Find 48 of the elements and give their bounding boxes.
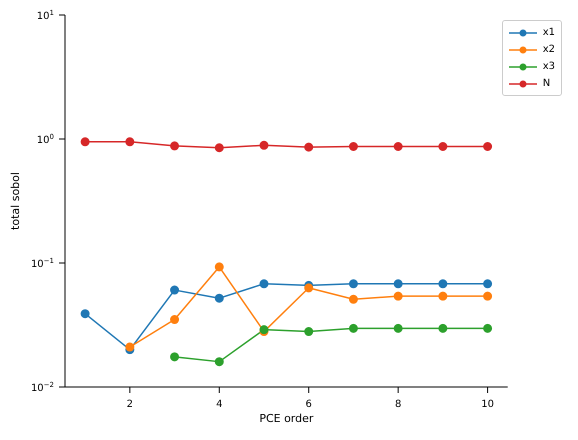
legend-label: x3: [542, 61, 555, 72]
point: [80, 309, 90, 318]
point: [80, 137, 90, 146]
point: [214, 294, 224, 303]
point: [304, 283, 314, 292]
x-tick-label: 8: [394, 399, 402, 410]
point: [438, 324, 448, 333]
point: [438, 142, 448, 151]
point: [260, 279, 268, 288]
point: [394, 324, 403, 333]
point: [125, 342, 134, 352]
point: [304, 142, 314, 152]
point: [125, 137, 134, 146]
point: [214, 262, 224, 272]
point: [170, 141, 180, 150]
point: [348, 279, 358, 288]
x-tick-label: 6: [306, 399, 312, 410]
point: [438, 279, 448, 288]
point: [394, 142, 403, 151]
point: [394, 292, 403, 301]
y-tick-label: 10$^{0}$: [36, 133, 54, 146]
point: [483, 324, 492, 333]
point: [214, 357, 224, 366]
x-tick-label: 2: [126, 399, 134, 410]
point: [304, 327, 314, 336]
legend-label: x2: [542, 44, 555, 55]
point: [483, 279, 492, 288]
x-axis-title: PCE order: [259, 412, 314, 425]
point: [170, 315, 180, 324]
point: [394, 279, 403, 288]
point: [260, 140, 268, 150]
y-axis-title: total sobol: [8, 172, 22, 230]
y-tick-label: 10$^{−1}$: [30, 257, 54, 270]
y-tick-label: 10$^{1}$: [36, 9, 54, 22]
y-tick-label: 10$^{−2}$: [30, 381, 54, 394]
x-tick-label: 10: [481, 399, 494, 410]
point: [483, 142, 492, 151]
point: [348, 324, 358, 333]
legend-label: N: [542, 78, 550, 89]
point: [214, 143, 224, 152]
point: [348, 294, 358, 304]
legend-label: x1: [542, 27, 555, 38]
point: [170, 286, 180, 295]
point: [348, 142, 358, 151]
point: [483, 292, 492, 301]
point: [438, 292, 448, 301]
point: [170, 352, 180, 362]
x-tick-label: 4: [216, 399, 222, 410]
